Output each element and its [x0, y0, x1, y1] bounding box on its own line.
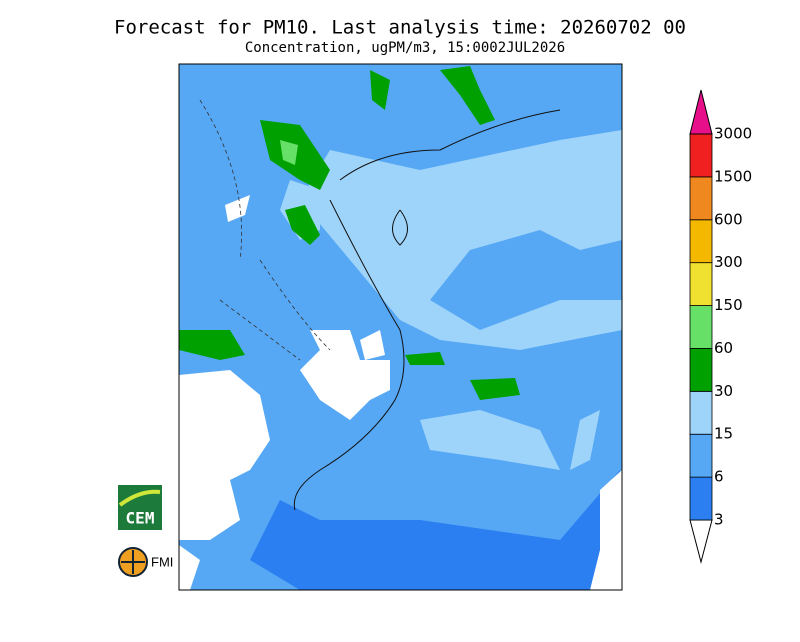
colorbar-segment [689, 305, 713, 349]
map [178, 63, 623, 591]
colorbar-segment [689, 262, 713, 306]
colorbar-segment [689, 176, 713, 221]
colorbar-segment [689, 133, 713, 178]
colorbar-label: 3000 [714, 125, 752, 143]
colorbar-under [689, 519, 713, 564]
subtitle: Concentration, ugPM/m3, 15:0002JUL2026 [245, 40, 565, 56]
cem-logo: CEM [118, 485, 162, 530]
colorbar-segment [689, 348, 713, 392]
fmi-logo: FMI [118, 547, 173, 577]
colorbar-segment [689, 390, 713, 435]
title: Forecast for PM10. Last analysis time: 2… [114, 17, 686, 39]
colorbar-label: 30 [714, 382, 733, 400]
colorbar-label: 300 [714, 253, 743, 271]
fmi-text: FMI [151, 554, 173, 569]
colorbar-label: 150 [714, 296, 743, 314]
colorbar-segment [689, 476, 713, 521]
colorbar-label: 600 [714, 210, 743, 228]
colorbar-label: 3 [714, 511, 724, 529]
colorbar-label: 1500 [714, 167, 752, 185]
colorbar-label: 60 [714, 339, 733, 357]
colorbar-label: 6 [714, 468, 724, 486]
colorbar-segment [689, 219, 713, 264]
colorbar: 3 6 15 30 60 150 300 600 1500 3000 [689, 89, 752, 564]
colorbar-segment [689, 433, 713, 478]
colorbar-label: 15 [714, 425, 733, 443]
colorbar-over [689, 89, 713, 135]
cem-text: CEM [126, 509, 155, 528]
